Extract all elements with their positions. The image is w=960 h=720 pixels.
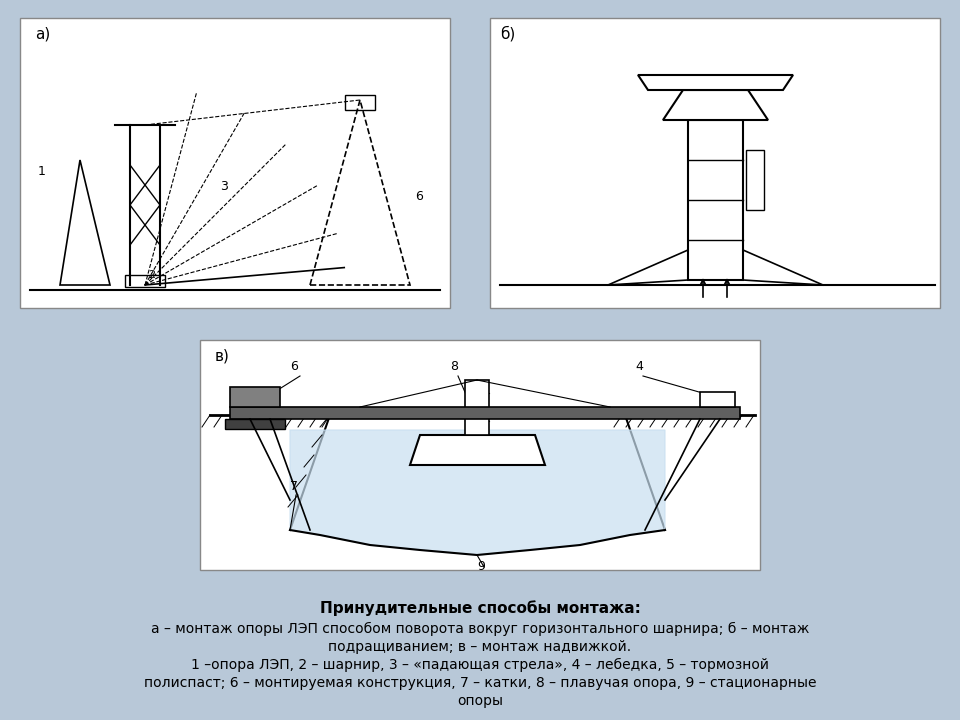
Bar (20, 18, 450, 308)
Bar (688, 120, 743, 280)
Text: 6: 6 (290, 360, 298, 373)
Text: а): а) (35, 26, 50, 41)
Text: 8: 8 (450, 360, 458, 373)
Text: Принудительные способы монтажа:: Принудительные способы монтажа: (320, 600, 640, 616)
Text: 3: 3 (220, 180, 228, 193)
Bar (230, 407, 740, 419)
Text: 7: 7 (290, 480, 298, 493)
Text: подращиванием; в – монтаж надвижкой.: подращиванием; в – монтаж надвижкой. (328, 640, 632, 654)
Bar (345, 95, 375, 110)
Text: 9: 9 (477, 560, 485, 573)
Text: полиспаст; 6 – монтируемая конструкция, 7 – катки, 8 – плавучая опора, 9 – стаци: полиспаст; 6 – монтируемая конструкция, … (144, 676, 816, 690)
Bar (200, 340, 760, 570)
Text: 4: 4 (635, 360, 643, 373)
Text: 6: 6 (415, 190, 422, 203)
Bar (490, 18, 940, 308)
Text: в): в) (215, 348, 229, 363)
Text: 1: 1 (38, 165, 46, 178)
Text: опоры: опоры (457, 694, 503, 708)
Text: 1 –опора ЛЭП, 2 – шарнир, 3 – «падающая стрела», 4 – лебедка, 5 – тормозной: 1 –опора ЛЭП, 2 – шарнир, 3 – «падающая … (191, 658, 769, 672)
Bar (465, 380, 489, 435)
Bar (225, 419, 285, 429)
Bar (700, 392, 735, 407)
Polygon shape (410, 435, 545, 465)
Bar (125, 275, 165, 287)
Polygon shape (663, 90, 768, 120)
Polygon shape (638, 75, 793, 90)
Text: 2: 2 (148, 270, 156, 280)
Polygon shape (290, 430, 665, 555)
Text: а – монтаж опоры ЛЭП способом поворота вокруг горизонтального шарнира; б – монта: а – монтаж опоры ЛЭП способом поворота в… (151, 622, 809, 636)
Bar (746, 150, 764, 210)
Text: б): б) (500, 25, 516, 41)
Bar (230, 387, 280, 407)
